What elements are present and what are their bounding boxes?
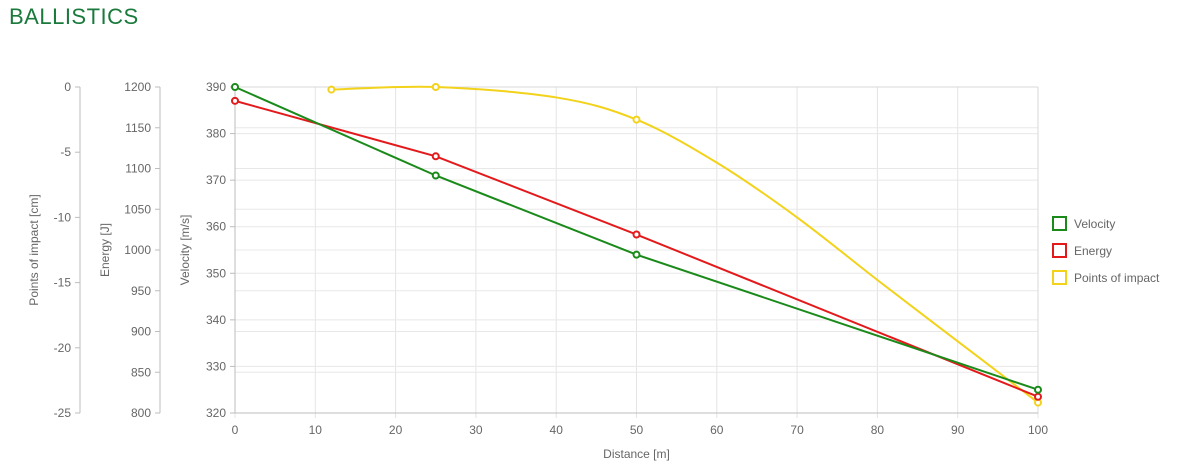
legend-item-points-of-impact[interactable]: Points of impact (1052, 270, 1160, 285)
page-title: BALLISTICS (9, 4, 139, 29)
impact-axis-title: Points of impact [cm] (27, 194, 41, 305)
velocity-point[interactable] (431, 171, 440, 180)
x-tick-label: 10 (309, 423, 323, 437)
velocity-tick-label: 370 (206, 173, 226, 187)
energy-tick-label: 850 (131, 365, 151, 379)
impact-tick-label: -15 (54, 276, 72, 290)
velocity-tick-label: 340 (206, 313, 226, 327)
energy-tick-label: 950 (131, 284, 151, 298)
velocity-tick-label: 390 (206, 80, 226, 94)
velocity-point[interactable] (231, 83, 239, 91)
points-of-impact-point[interactable] (327, 85, 336, 94)
energy-tick-label: 1050 (124, 202, 151, 216)
points-of-impact-line (331, 85, 1039, 404)
velocity-tick-label: 360 (206, 220, 226, 234)
x-tick-label: 0 (232, 423, 239, 437)
x-tick-label: 30 (469, 423, 483, 437)
axes: 0 10 20 30 40 50 60 70 80 90 100 Distance [m] 0 -5 -10… (27, 80, 1048, 461)
legend[interactable]: Velocity Energy Points of impact (1052, 216, 1160, 285)
legend-label-velocity: Velocity (1074, 217, 1115, 231)
x-tick-label: 100 (1028, 423, 1048, 437)
velocity-tick-label: 320 (206, 406, 226, 420)
x-tick-label: 40 (550, 423, 564, 437)
energy-tick-label: 800 (131, 406, 151, 420)
x-axis-title: Distance [m] (603, 447, 670, 461)
legend-label-points-of-impact: Points of impact (1074, 271, 1160, 285)
velocity-tick-label: 330 (206, 359, 226, 373)
x-tick-label: 80 (871, 423, 885, 437)
velocity-tick-label: 350 (206, 266, 226, 280)
impact-tick-label: -20 (54, 341, 72, 355)
velocity-point[interactable] (1034, 385, 1042, 394)
x-tick-label: 60 (710, 423, 724, 437)
energy-tick-label: 1100 (125, 162, 151, 176)
velocity-line (234, 86, 1039, 391)
impact-tick-label: -5 (60, 145, 71, 159)
impact-tick-label: -10 (54, 210, 72, 224)
impact-tick-label: 0 (64, 80, 71, 94)
legend-swatch-velocity (1052, 216, 1067, 231)
x-tick-label: 70 (790, 423, 804, 437)
legend-item-velocity[interactable]: Velocity (1052, 216, 1115, 231)
energy-line (234, 99, 1039, 398)
x-tick-label: 90 (951, 423, 965, 437)
legend-label-energy: Energy (1074, 244, 1112, 258)
points-of-impact-point[interactable] (632, 115, 641, 124)
energy-point[interactable] (231, 96, 239, 105)
velocity-axis-title: Velocity [m/s] (178, 215, 192, 286)
velocity-tick-label: 380 (206, 127, 226, 141)
points-of-impact-point[interactable] (431, 83, 440, 91)
legend-swatch-points-of-impact (1052, 270, 1067, 285)
energy-point[interactable] (632, 230, 641, 239)
energy-tick-label: 1200 (124, 80, 151, 94)
x-tick-label: 20 (389, 423, 403, 437)
series (231, 83, 1042, 407)
legend-item-energy[interactable]: Energy (1052, 243, 1112, 258)
x-tick-label: 50 (630, 423, 644, 437)
impact-tick-label: -25 (54, 406, 72, 420)
energy-tick-label: 1150 (125, 121, 151, 135)
energy-axis-title: Energy [J] (98, 223, 112, 277)
velocity-point[interactable] (632, 250, 641, 259)
energy-point[interactable] (1034, 392, 1042, 401)
legend-swatch-energy (1052, 243, 1067, 258)
energy-tick-label: 1000 (124, 243, 151, 257)
energy-tick-label: 900 (131, 325, 151, 339)
energy-point[interactable] (431, 152, 440, 161)
